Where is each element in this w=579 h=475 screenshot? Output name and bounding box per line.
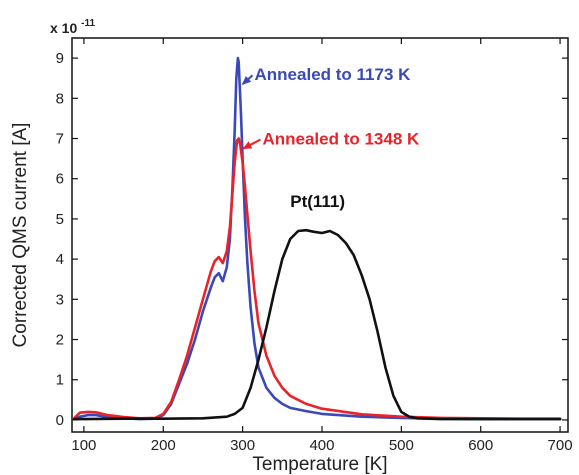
y-tick-label: 7 [56, 131, 64, 148]
x-tick-label: 500 [389, 437, 414, 454]
annotation-layer: Annealed to 1173 K Annealed to 1348 K Pt(1… [241, 65, 420, 211]
y-tick-label: 1 [56, 372, 64, 389]
y-tick-label: 3 [56, 291, 64, 308]
y-tick-label: 2 [56, 332, 64, 349]
series-line-annealed-to-1173-k [73, 56, 562, 421]
y-scale-label: x 10 -11 [50, 18, 95, 36]
annotation-arrow-annealed-to-1173-k [241, 74, 254, 85]
plot-area: Annealed to 1173 K Annealed to 1348 K Pt(1… [71, 37, 569, 433]
plot-frame [71, 37, 569, 433]
x-tick-label: 300 [230, 437, 255, 454]
y-tick-label: 8 [56, 90, 64, 107]
y-scale-exponent: -11 [81, 18, 95, 29]
x-tick-label: 200 [151, 437, 176, 454]
series-line-pt-111 [73, 228, 562, 421]
y-scale-base: x 10 [50, 20, 77, 36]
y-axis: 0 1 2 3 4 5 6 7 8 9 [56, 50, 568, 429]
y-tick-label: 4 [56, 251, 64, 268]
annotation-label-annealed-to-1173-k: Annealed to 1173 K [255, 65, 412, 84]
y-tick-label: 6 [56, 171, 64, 188]
y-tick-label: 9 [56, 50, 64, 67]
x-tick-label: 600 [468, 437, 493, 454]
x-axis: 100 200 300 400 500 600 700 [71, 38, 573, 454]
y-axis-title: Corrected QMS current [A] [10, 123, 31, 348]
y-tick-label: 0 [56, 412, 64, 429]
annotation-arrow-annealed-to-1348-k [242, 138, 261, 150]
series-line-annealed-to-1348-k [73, 137, 562, 421]
x-tick-label: 400 [309, 437, 334, 454]
y-tick-label: 5 [56, 211, 64, 228]
x-tick-label: 700 [548, 437, 573, 454]
x-tick-label: 100 [71, 437, 96, 454]
annotation-label-annealed-to-1348-k: Annealed to 1348 K [262, 130, 420, 149]
x-axis-title: Temperature [K] [252, 454, 387, 475]
series-layer [73, 56, 562, 421]
annotation-label-pt-111: Pt(111) [290, 192, 345, 211]
